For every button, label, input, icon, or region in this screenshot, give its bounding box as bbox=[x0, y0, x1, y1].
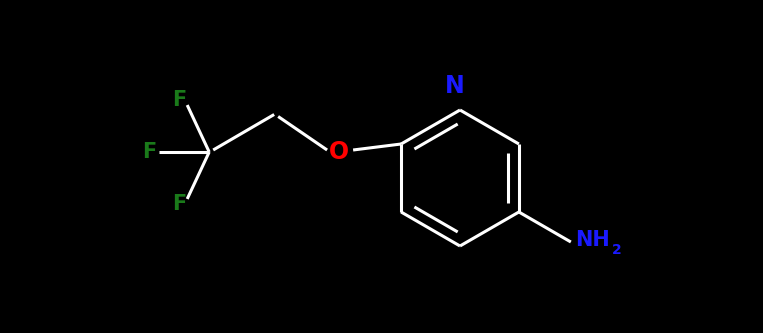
Text: N: N bbox=[445, 74, 465, 98]
Text: 2: 2 bbox=[612, 243, 622, 257]
Text: F: F bbox=[172, 90, 186, 110]
Text: F: F bbox=[142, 142, 156, 162]
Text: NH: NH bbox=[575, 230, 610, 250]
Text: O: O bbox=[329, 140, 349, 164]
Text: F: F bbox=[172, 194, 186, 214]
